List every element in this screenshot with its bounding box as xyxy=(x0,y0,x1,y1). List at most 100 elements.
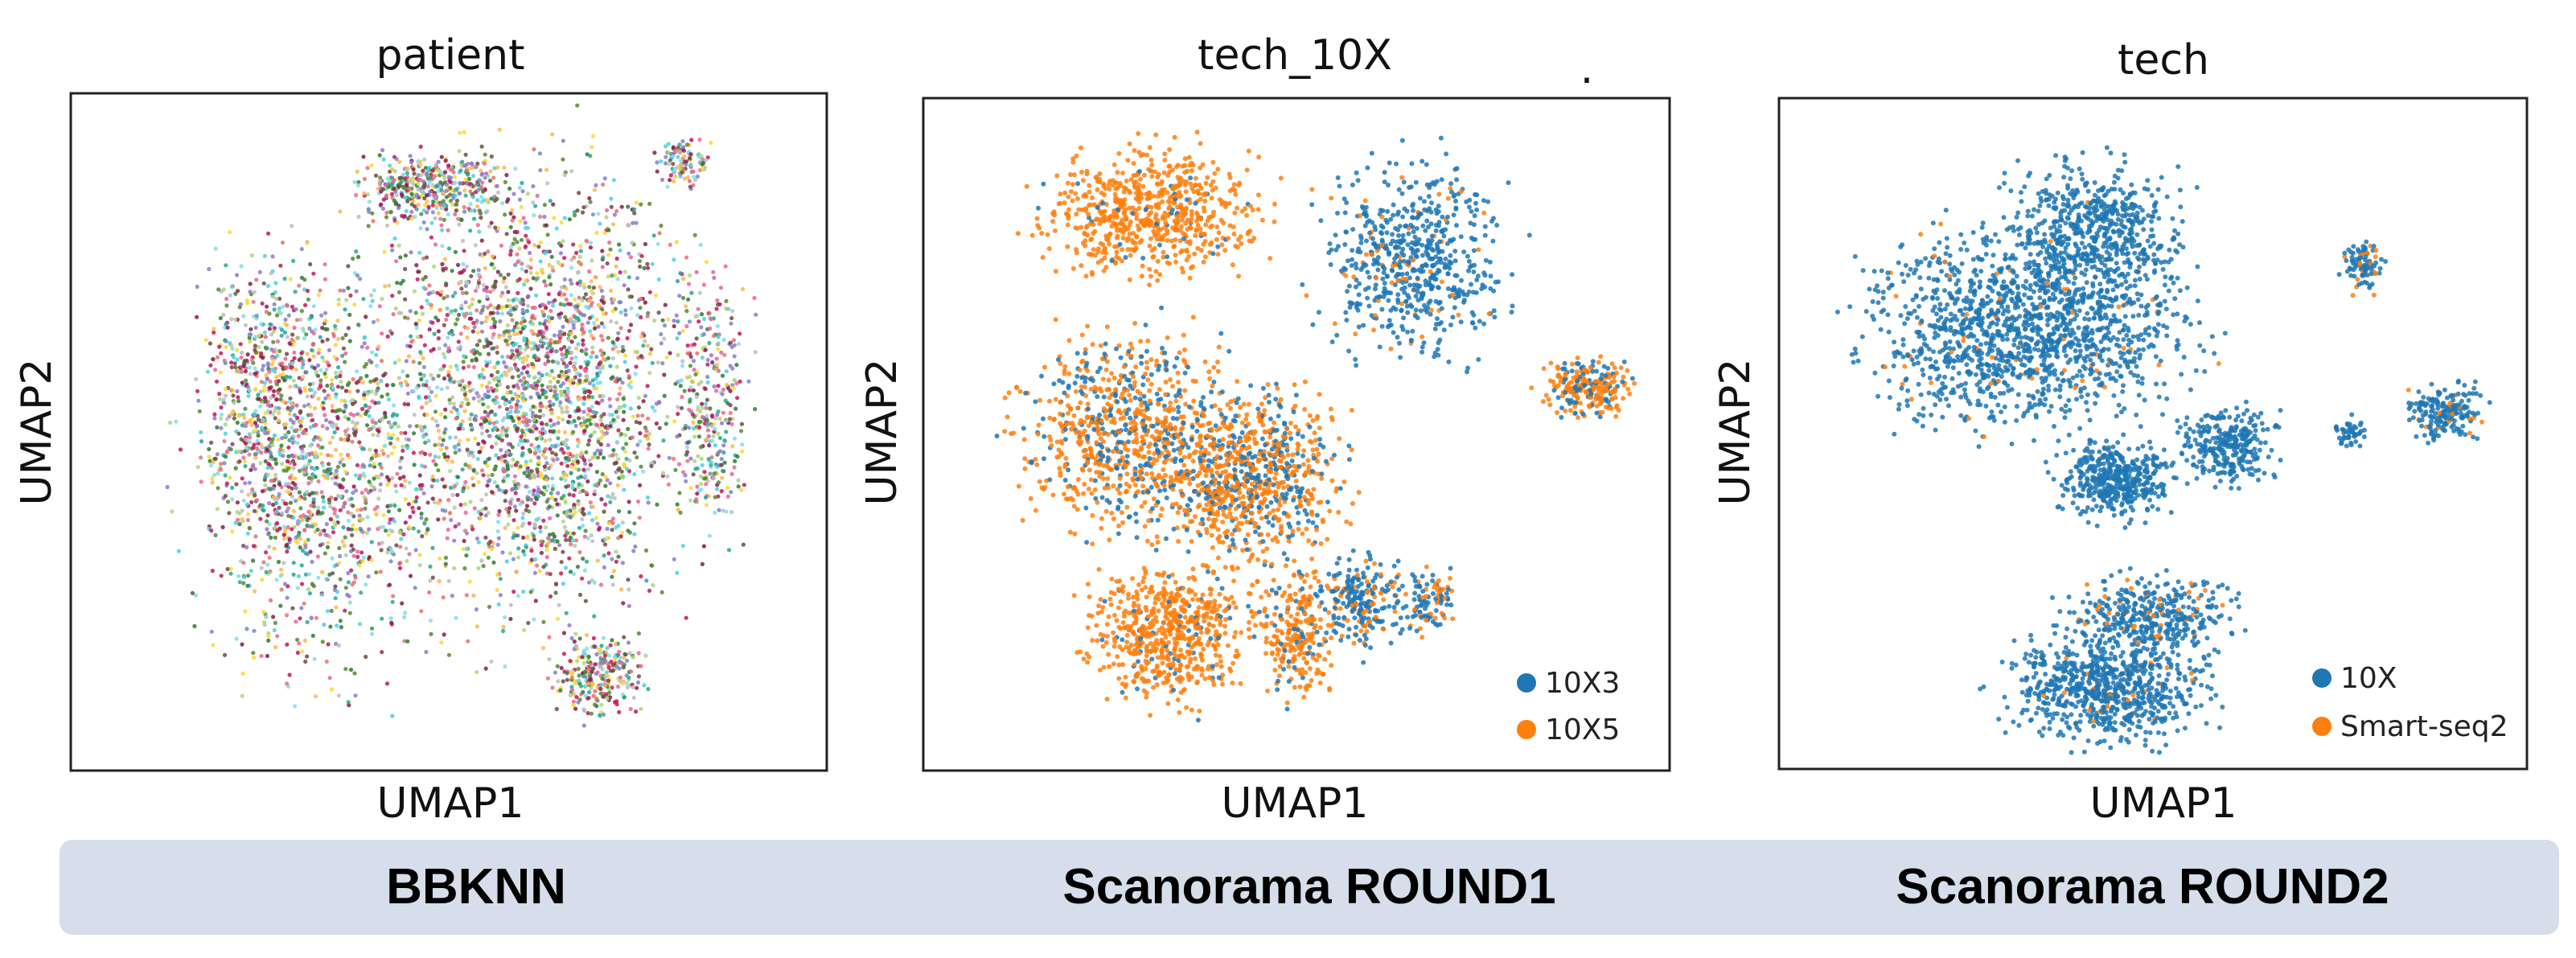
scatter-point xyxy=(304,490,310,495)
scatter-point xyxy=(524,545,529,549)
scatter-point xyxy=(460,379,465,384)
scatter-point xyxy=(741,542,746,547)
scatter-point xyxy=(493,412,498,417)
scatter-point xyxy=(352,425,357,430)
scatter-point xyxy=(567,623,572,628)
scatter-point xyxy=(733,406,738,411)
scatter-point xyxy=(673,174,678,179)
scatter-point xyxy=(554,226,559,231)
scatter-point xyxy=(540,646,546,651)
scatter-point xyxy=(233,520,238,525)
scatter-point xyxy=(309,615,314,620)
scatter-point xyxy=(325,426,330,431)
scatter-point xyxy=(332,508,338,512)
scatter-point xyxy=(338,288,343,293)
scatter-point xyxy=(594,672,599,676)
scatter-point xyxy=(320,424,325,429)
scatter-point xyxy=(293,499,298,504)
scatter-point xyxy=(324,577,329,582)
scatter-point xyxy=(433,418,438,424)
scatter-point xyxy=(313,327,318,332)
scatter-point xyxy=(331,435,335,440)
scatter-point xyxy=(687,426,692,430)
scatter-point xyxy=(632,450,637,455)
scatter-point xyxy=(239,489,244,494)
scatter-point xyxy=(497,436,502,441)
scatter-point xyxy=(274,509,279,514)
scatter-point xyxy=(220,524,225,530)
scatter-point xyxy=(528,489,532,495)
scatter-point xyxy=(570,485,575,491)
scatter-point xyxy=(666,150,671,155)
scatter-point xyxy=(585,412,590,417)
scatter-point xyxy=(479,216,483,220)
scatter-point xyxy=(538,168,543,173)
scatter-point xyxy=(556,436,561,441)
scatter-point xyxy=(536,460,541,465)
scatter-point xyxy=(431,193,437,198)
scatter-point xyxy=(565,302,571,306)
scatter-point xyxy=(698,474,704,479)
scatter-point xyxy=(380,448,384,453)
scatter-point xyxy=(403,611,408,615)
scatter-point xyxy=(581,205,586,210)
scatter-point xyxy=(251,299,256,304)
scatter-point xyxy=(715,323,721,329)
scatter-point xyxy=(495,350,499,355)
scatter-point xyxy=(623,312,628,317)
scatter-point xyxy=(590,291,595,296)
scatter-point xyxy=(379,202,384,207)
scatter-point xyxy=(503,339,508,343)
scatter-point xyxy=(565,446,571,450)
scatter-point xyxy=(569,293,573,298)
scatter-point xyxy=(318,368,323,372)
scatter-point xyxy=(512,215,516,220)
scatter-point xyxy=(313,694,318,699)
scatter-point xyxy=(630,241,635,245)
scatter-point xyxy=(392,421,397,426)
scatter-point xyxy=(615,685,621,689)
scatter-point xyxy=(635,455,639,460)
scatter-point xyxy=(525,363,531,368)
scatter-point xyxy=(506,467,511,471)
scatter-point xyxy=(486,405,491,409)
scatter-point xyxy=(714,389,719,393)
scatter-point xyxy=(338,484,343,490)
scatter-point xyxy=(650,261,655,266)
scatter-point xyxy=(251,558,256,563)
scatter-point xyxy=(454,202,459,207)
scatter-point xyxy=(599,288,604,294)
scatter-point xyxy=(492,282,497,287)
scatter-point xyxy=(253,387,258,392)
scatter-point xyxy=(391,312,396,317)
scatter-point xyxy=(279,587,284,592)
scatter-point xyxy=(556,415,561,421)
scatter-point xyxy=(475,183,479,187)
scatter-point xyxy=(576,342,581,347)
scatter-point xyxy=(430,496,435,501)
scatter-point xyxy=(464,546,469,552)
scatter-point xyxy=(341,477,346,482)
scatter-point xyxy=(547,466,552,471)
scatter-point xyxy=(477,208,482,213)
scatter-point xyxy=(601,356,606,362)
scatter-point xyxy=(561,631,567,635)
scatter-point xyxy=(230,485,235,491)
scatter-point xyxy=(479,498,484,503)
scatter-point xyxy=(263,483,268,487)
scatter-point xyxy=(684,159,689,164)
scatter-point xyxy=(606,228,611,232)
scatter-point xyxy=(676,352,680,357)
scatter-point xyxy=(453,524,458,529)
scatter-point xyxy=(519,378,524,383)
scatter-point xyxy=(448,401,453,405)
scatter-point xyxy=(618,270,622,275)
scatter-point xyxy=(224,417,229,421)
scatter-point xyxy=(344,298,349,302)
scatter-point xyxy=(622,462,627,467)
scatter-point xyxy=(333,327,338,331)
scatter-point xyxy=(230,497,235,502)
scatter-point xyxy=(519,237,524,242)
scatter-point xyxy=(336,693,341,698)
scatter-point xyxy=(398,465,403,471)
